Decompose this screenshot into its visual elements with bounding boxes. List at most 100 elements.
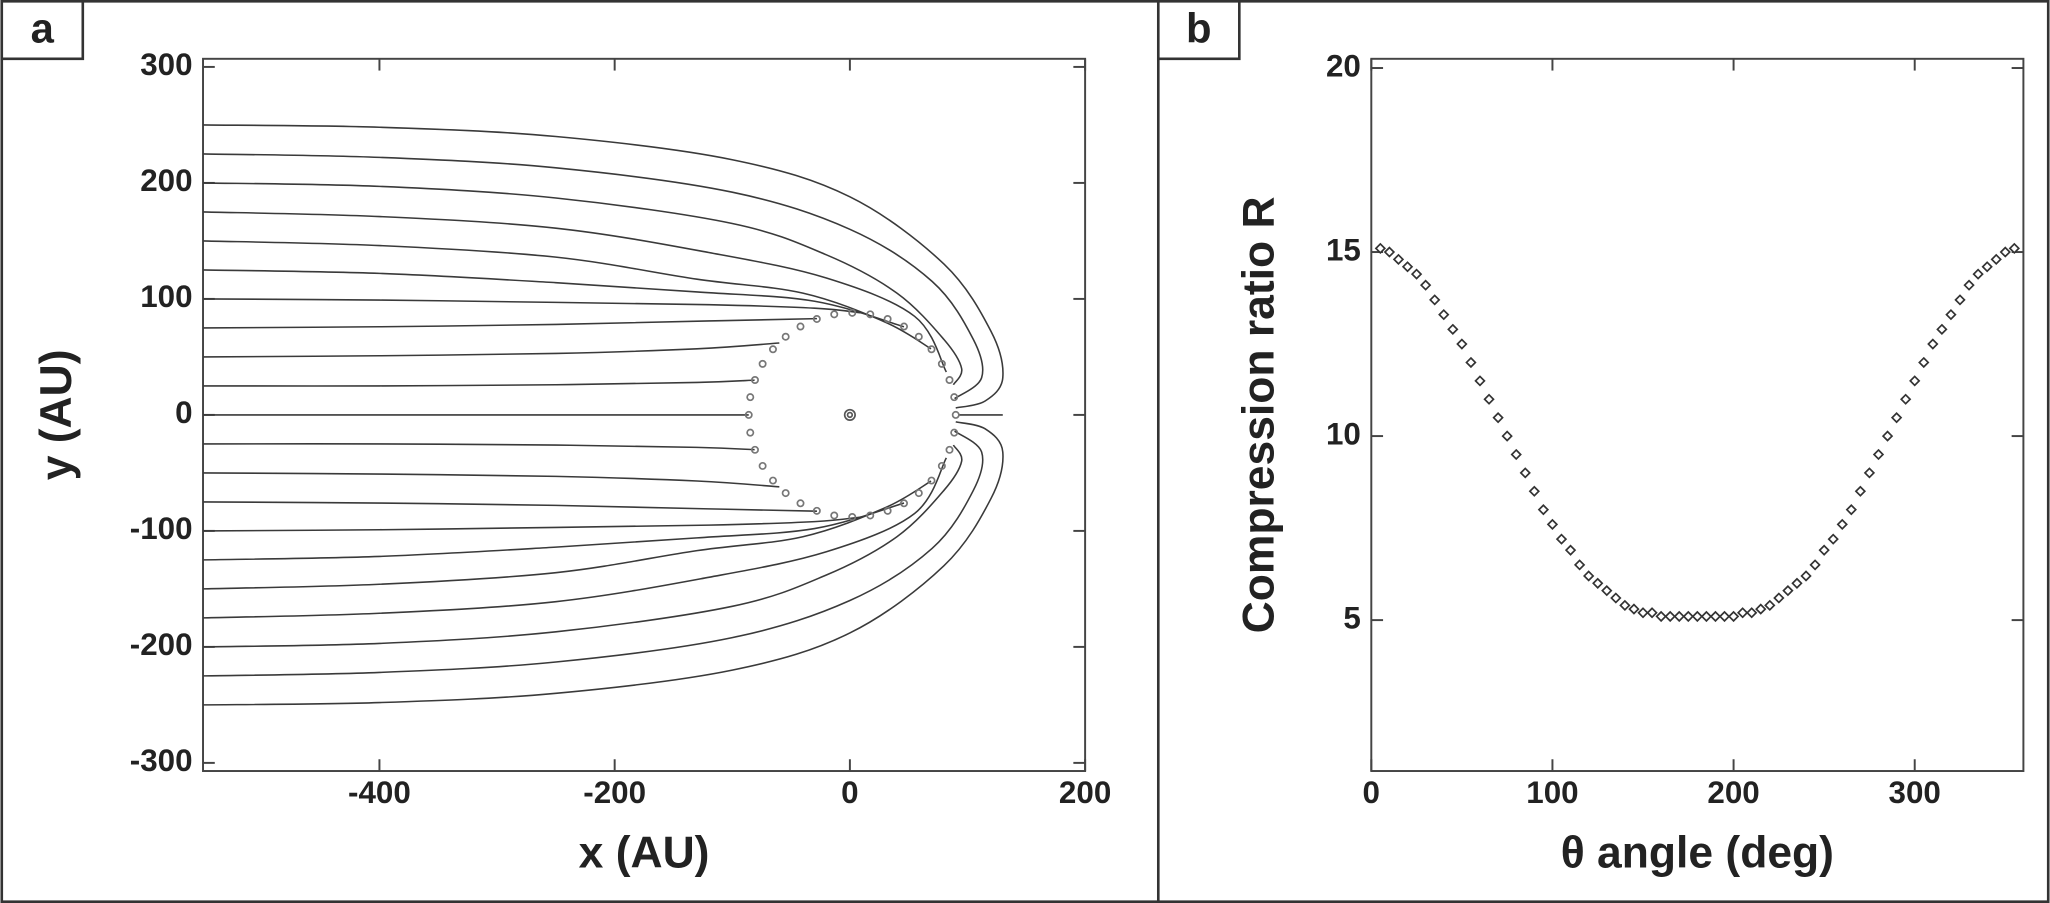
origin-marker xyxy=(843,408,856,421)
streamline xyxy=(203,153,984,400)
shock-marker xyxy=(945,376,954,384)
data-point xyxy=(1863,467,1876,479)
streamline xyxy=(203,298,862,314)
shock-marker xyxy=(883,314,892,323)
data-point xyxy=(1809,559,1821,571)
data-point xyxy=(1447,323,1459,335)
data-point xyxy=(1900,393,1912,405)
streamline xyxy=(203,379,755,387)
data-point xyxy=(1990,253,2002,266)
shock-marker xyxy=(758,461,767,470)
streamline xyxy=(203,430,984,677)
data-point xyxy=(1429,294,1441,306)
data-point xyxy=(1854,485,1867,497)
y-tick-label: 300 xyxy=(140,47,192,82)
shock-marker xyxy=(945,445,954,454)
data-point xyxy=(1954,294,1966,306)
x-tick-label: -400 xyxy=(348,775,411,810)
data-point xyxy=(1610,592,1622,604)
shock-marker xyxy=(927,476,936,485)
streamline xyxy=(203,472,780,488)
data-point xyxy=(1773,592,1785,604)
y-tick-label: -100 xyxy=(130,511,193,546)
data-point xyxy=(1764,599,1776,612)
data-point xyxy=(1918,356,1930,369)
data-point xyxy=(1601,585,1613,597)
shock-marker xyxy=(750,376,759,384)
data-point xyxy=(1537,504,1550,516)
data-point xyxy=(1682,610,1694,623)
data-point xyxy=(1709,610,1722,623)
data-point xyxy=(1800,570,1812,582)
shock-marker xyxy=(812,314,821,323)
data-point xyxy=(1419,279,1432,291)
y-tick-label: 10 xyxy=(1326,416,1361,451)
data-point xyxy=(1619,599,1631,612)
x-axis-title: θ angle (deg) xyxy=(1561,829,1834,878)
shock-marker xyxy=(900,322,908,331)
shock-marker xyxy=(950,393,959,402)
data-point xyxy=(1465,356,1477,369)
data-point xyxy=(1700,610,1713,623)
data-point xyxy=(1483,393,1495,405)
shock-marker xyxy=(750,445,759,454)
data-point xyxy=(1963,279,1975,291)
streamline xyxy=(203,269,905,328)
data-point xyxy=(1401,261,1414,273)
shock-marker xyxy=(950,428,959,437)
data-point xyxy=(1510,448,1522,461)
streamline xyxy=(203,421,1004,706)
shock-marker xyxy=(768,345,777,354)
data-point xyxy=(1383,246,1396,258)
streamline xyxy=(203,457,948,619)
panel-label-box xyxy=(0,0,85,61)
streamline xyxy=(203,211,948,373)
x-tick-label: 200 xyxy=(1059,775,1111,810)
y-tick-label: 100 xyxy=(140,279,192,314)
data-point xyxy=(1564,544,1577,556)
data-point xyxy=(1637,607,1649,619)
data-point xyxy=(1909,375,1921,387)
x-tick-label: 100 xyxy=(1526,775,1578,810)
data-point xyxy=(1872,448,1885,461)
data-point xyxy=(1374,242,1387,255)
data-point xyxy=(1528,485,1540,497)
data-point xyxy=(2008,242,2020,255)
data-point xyxy=(1845,504,1857,516)
streamline xyxy=(203,124,1004,409)
shock-marker xyxy=(914,332,923,341)
data-point xyxy=(1718,610,1731,623)
data-point xyxy=(1972,268,1984,280)
data-point xyxy=(1655,610,1667,623)
data-point xyxy=(1673,610,1685,623)
x-axis-title: x (AU) xyxy=(579,829,710,878)
origin-marker xyxy=(846,411,854,419)
x-tick-label: 0 xyxy=(1363,775,1380,810)
y-tick-label: 15 xyxy=(1326,232,1361,267)
data-point xyxy=(1746,607,1758,619)
data-point xyxy=(1592,577,1604,589)
data-point xyxy=(1981,261,1993,273)
y-tick-label: -300 xyxy=(130,743,193,778)
shock-marker xyxy=(744,410,753,419)
shock-marker xyxy=(781,489,790,498)
shock-marker xyxy=(927,345,936,354)
shock-marker xyxy=(796,499,805,508)
y-axis-title: y (AU) xyxy=(32,350,81,481)
data-point xyxy=(1945,308,1957,321)
shock-marker xyxy=(812,506,821,515)
data-point xyxy=(1881,430,1894,442)
y-axis-title: Compression ratio R xyxy=(1234,196,1283,633)
shock-marker xyxy=(900,499,908,508)
data-point xyxy=(1818,544,1830,556)
data-point xyxy=(1474,375,1486,387)
x-tick-label: 300 xyxy=(1889,775,1941,810)
shock-marker xyxy=(746,428,755,437)
data-point xyxy=(1755,603,1767,615)
x-tick-label: -200 xyxy=(583,775,646,810)
data-point xyxy=(1628,603,1640,615)
shock-marker xyxy=(951,410,960,419)
shock-marker xyxy=(830,310,839,319)
panel-label: b xyxy=(1186,4,1212,51)
